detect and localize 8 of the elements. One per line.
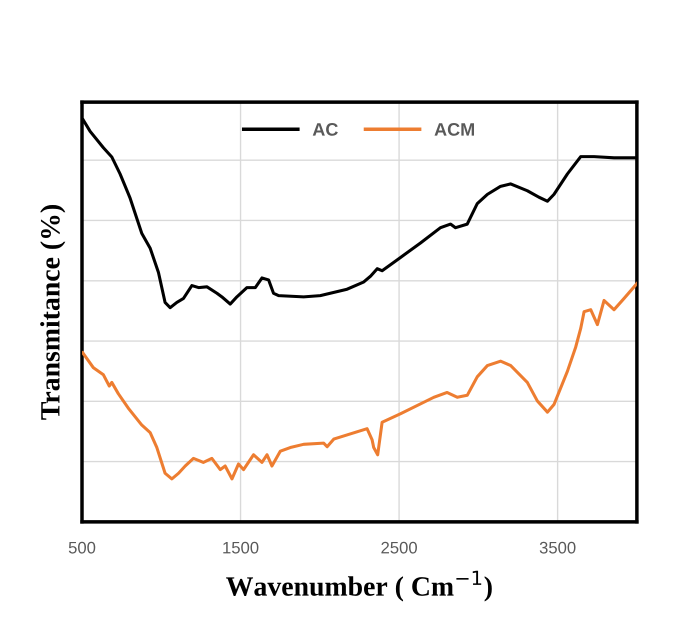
legend-label: AC xyxy=(312,123,338,136)
x-tick-label: 3500 xyxy=(540,542,576,554)
x-tick-label: 2500 xyxy=(381,542,417,554)
x-axis-title: Wavenumber ( Cm$^{−1}$) xyxy=(226,570,492,602)
x-tick-label: 1500 xyxy=(223,542,258,554)
y-axis-title: Transmitance (%) xyxy=(40,205,66,420)
legend-label: ACM xyxy=(434,123,474,136)
x-tick-label: 500 xyxy=(68,542,96,554)
